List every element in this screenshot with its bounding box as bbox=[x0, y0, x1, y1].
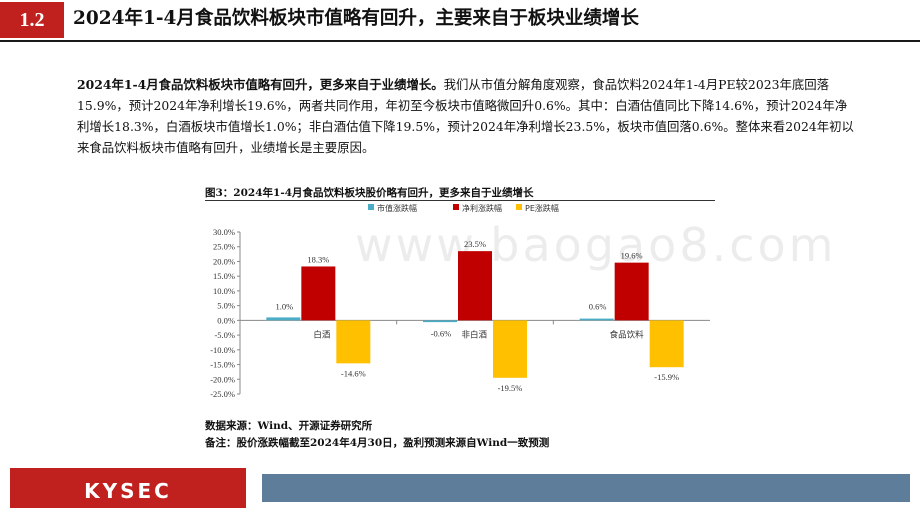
y-tick-label: 25.0% bbox=[213, 242, 235, 252]
y-tick-label: -15.0% bbox=[210, 360, 235, 370]
figure-note: 备注：股价涨跌幅截至2024年4月30日，盈利预测来源自Wind一致预测 bbox=[205, 437, 550, 449]
figure-title: 图3：2024年1-4月食品饮料板块股价略有回升，更多来自于业绩增长 bbox=[205, 187, 534, 199]
bar-chart: 市值涨跌幅 净利涨跌幅 PE涨跌幅 30.0% 25.0% 20.0% 15.0% 10.0%… bbox=[210, 203, 710, 399]
y-tick-label: -20.0% bbox=[210, 374, 235, 384]
figure-source: 数据来源：Wind、开源证券研究所 bbox=[205, 420, 373, 432]
data-label: -15.9% bbox=[654, 372, 679, 382]
paragraph-lead: 2024年1-4月食品饮料板块市值略有回升，更多来自于业绩增长。 bbox=[77, 77, 444, 92]
y-tick-label: -10.0% bbox=[210, 345, 235, 355]
header: 1.2 2024年1-4月食品饮料板块市值略有回升，主要来自于板块业绩增长 bbox=[0, 0, 920, 40]
data-label: -14.6% bbox=[341, 368, 366, 378]
figure-title-rule bbox=[205, 200, 715, 201]
legend-label: PE涨跌幅 bbox=[525, 203, 559, 213]
page-title: 2024年1-4月食品饮料板块市值略有回升，主要来自于板块业绩增长 bbox=[73, 8, 639, 29]
bar bbox=[649, 320, 684, 368]
y-tick-label: 30.0% bbox=[213, 227, 235, 237]
y-tick-label: 15.0% bbox=[213, 271, 235, 281]
watermark: www.baogao8.com bbox=[355, 218, 837, 272]
legend-swatch bbox=[453, 204, 459, 210]
footer-accent bbox=[10, 468, 246, 474]
data-label: 18.3% bbox=[307, 254, 329, 264]
data-label: 23.5% bbox=[464, 239, 486, 249]
data-label: 0.6% bbox=[589, 301, 607, 311]
bar bbox=[493, 320, 527, 378]
bar bbox=[614, 262, 649, 321]
section-number: 1.2 bbox=[0, 2, 64, 38]
y-tick-label: 0.0% bbox=[217, 315, 235, 325]
bar bbox=[458, 251, 492, 321]
bar bbox=[301, 266, 336, 321]
legend-swatch bbox=[368, 204, 374, 210]
data-label: -0.6% bbox=[431, 328, 452, 338]
legend-label: 净利涨跌幅 bbox=[462, 203, 502, 213]
category-label: 食品饮料 bbox=[610, 329, 645, 340]
header-divider bbox=[0, 40, 920, 42]
category-label: 白酒 bbox=[313, 329, 331, 340]
data-label: 1.0% bbox=[275, 301, 293, 311]
legend-swatch bbox=[516, 204, 522, 210]
legend-label: 市值涨跌幅 bbox=[377, 203, 417, 213]
data-label: 19.6% bbox=[621, 251, 643, 261]
y-tick-label: 20.0% bbox=[213, 256, 235, 266]
y-tick-label: 5.0% bbox=[217, 301, 235, 311]
y-tick-label: 10.0% bbox=[213, 286, 235, 296]
category-label: 非白酒 bbox=[461, 329, 487, 340]
footer-logo: KYSEC bbox=[10, 474, 246, 508]
y-tick-label: -5.0% bbox=[214, 330, 235, 340]
paragraph-body: 我们从市值分解角度观察，食品饮料2024年1-4月PE较2023年底回落15.9… bbox=[77, 77, 854, 155]
summary-paragraph: 2024年1-4月食品饮料板块市值略有回升，更多来自于业绩增长。我们从市值分解角… bbox=[77, 74, 857, 158]
bar bbox=[336, 320, 371, 364]
bar bbox=[423, 320, 457, 323]
y-tick-label: -25.0% bbox=[210, 389, 235, 399]
footer-bar bbox=[262, 474, 910, 502]
bar bbox=[266, 317, 301, 321]
data-label: -19.5% bbox=[498, 383, 523, 393]
bar bbox=[579, 318, 614, 321]
